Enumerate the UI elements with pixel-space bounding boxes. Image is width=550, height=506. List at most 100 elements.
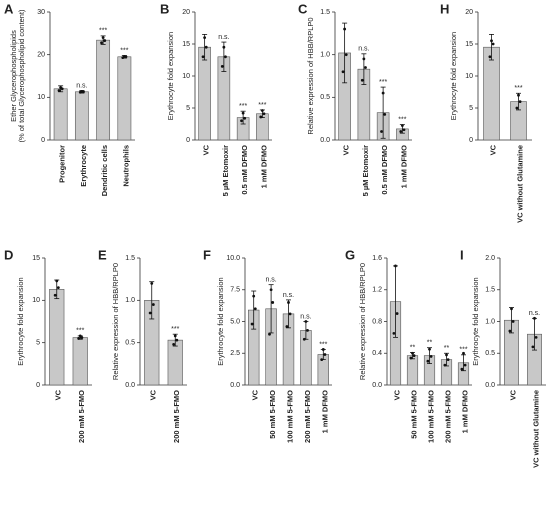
y-axis-label: Erythrocyte fold expansion	[449, 32, 458, 120]
data-point	[321, 348, 325, 351]
data-point	[488, 55, 492, 59]
x-tick-label: 1 mM DFMO	[460, 390, 469, 434]
x-tick-label: Erythrocyte	[79, 145, 88, 187]
data-point	[269, 288, 273, 292]
data-point	[172, 342, 176, 346]
y-tick-label: 0.0	[320, 137, 330, 144]
panel-letter: A	[4, 1, 14, 16]
significance-label: n.s.	[76, 82, 87, 89]
y-tick-label: 0	[41, 137, 45, 144]
x-tick-label: 200 mM 5-FMO	[172, 390, 181, 443]
data-point	[77, 337, 81, 340]
x-tick-label: VC	[342, 144, 351, 155]
x-tick-label: 5 µM Etomoxir	[361, 145, 370, 196]
data-point	[381, 91, 385, 95]
data-point	[259, 115, 263, 119]
y-tick-label: 2.5	[230, 350, 240, 357]
data-point	[220, 65, 224, 68]
y-axis-label: Relative expression of HBB/RPLP0	[306, 17, 315, 134]
data-point	[253, 307, 257, 311]
data-point	[446, 358, 450, 361]
x-tick-label: 0.5 mM DFMO	[380, 145, 389, 195]
x-tick-label: VC without Glutamine	[531, 390, 540, 468]
y-tick-label: 0.5	[485, 350, 495, 357]
panel-letter: D	[4, 247, 13, 262]
x-tick-label: 0.5 mM DFMO	[240, 145, 249, 195]
data-point	[222, 45, 226, 49]
data-point	[53, 293, 57, 297]
data-point	[56, 286, 60, 290]
data-point	[392, 332, 396, 335]
y-axis-label: Erythrocyte fold expansion	[216, 277, 225, 365]
data-point	[250, 322, 254, 326]
data-point	[409, 356, 413, 360]
data-point	[510, 307, 513, 311]
x-tick-label: VC	[54, 389, 63, 400]
data-point	[271, 301, 275, 304]
x-tick-label: 50 mM 5-FMO	[409, 390, 418, 439]
y-tick-label: 10	[182, 73, 190, 80]
data-point	[429, 355, 433, 358]
x-tick-label: 200 mM 5-FMO	[77, 390, 86, 443]
data-point	[101, 36, 105, 39]
y-tick-label: 0.0	[125, 382, 135, 389]
data-point	[204, 45, 208, 49]
data-point	[201, 55, 205, 59]
bar	[49, 289, 65, 386]
x-tick-label: 200 mM 5-FMO	[443, 390, 452, 443]
y-tick-label: 0.5	[320, 94, 330, 101]
significance-label: ***	[76, 328, 84, 335]
data-point	[240, 119, 243, 123]
x-tick-label: VC	[251, 389, 260, 400]
y-tick-label: 0.5	[125, 340, 135, 347]
x-tick-label: VC	[508, 389, 517, 400]
y-tick-label: 15	[182, 41, 190, 48]
bar	[117, 56, 132, 141]
data-point	[383, 113, 387, 116]
y-tick-label: 7.5	[230, 287, 240, 294]
data-point	[491, 42, 495, 46]
y-tick-label: 10	[32, 297, 40, 304]
significance-label: ***	[398, 116, 406, 123]
y-tick-label: 1.0	[125, 297, 135, 304]
panel-letter: G	[345, 247, 355, 262]
data-point	[150, 282, 154, 285]
data-point	[82, 90, 85, 94]
data-point	[302, 337, 306, 341]
data-point	[531, 345, 535, 349]
x-tick-label: VC	[488, 144, 497, 155]
bar	[198, 46, 211, 141]
y-tick-label: 20	[465, 9, 473, 16]
data-point	[380, 130, 383, 133]
data-point	[490, 39, 493, 43]
x-tick-label: 1 mM DFMO	[320, 390, 329, 434]
y-tick-label: 0.0	[372, 382, 382, 389]
significance-label: n.s.	[265, 277, 276, 284]
significance-label: n.s.	[300, 313, 311, 320]
y-axis-label: Erythrocyte fold expansion	[16, 277, 25, 365]
y-axis-label: (% of total Glycerophospholipid content)	[17, 9, 26, 142]
data-point	[262, 112, 266, 116]
y-tick-label: 15	[465, 41, 473, 48]
data-point	[412, 354, 416, 358]
significance-label: ***	[459, 347, 467, 354]
bar	[72, 337, 88, 386]
x-tick-label: Progenitor	[58, 145, 67, 183]
y-tick-label: 0.4	[372, 350, 382, 357]
x-tick-label: 100 mM 5-FMO	[285, 390, 294, 443]
panel-letter: H	[440, 1, 449, 16]
significance-label: ***	[99, 28, 107, 35]
data-point	[103, 39, 107, 42]
significance-label: ***	[514, 85, 522, 92]
data-point	[252, 294, 256, 298]
x-tick-label: 1 mM DFMO	[399, 145, 408, 189]
data-point	[287, 301, 290, 304]
data-point	[224, 55, 227, 59]
y-tick-label: 5	[36, 340, 40, 347]
panel-letter: F	[203, 247, 211, 262]
data-point	[515, 106, 519, 110]
data-point	[304, 320, 308, 323]
y-axis-label: Erythrocyte fold expansion	[471, 277, 480, 365]
